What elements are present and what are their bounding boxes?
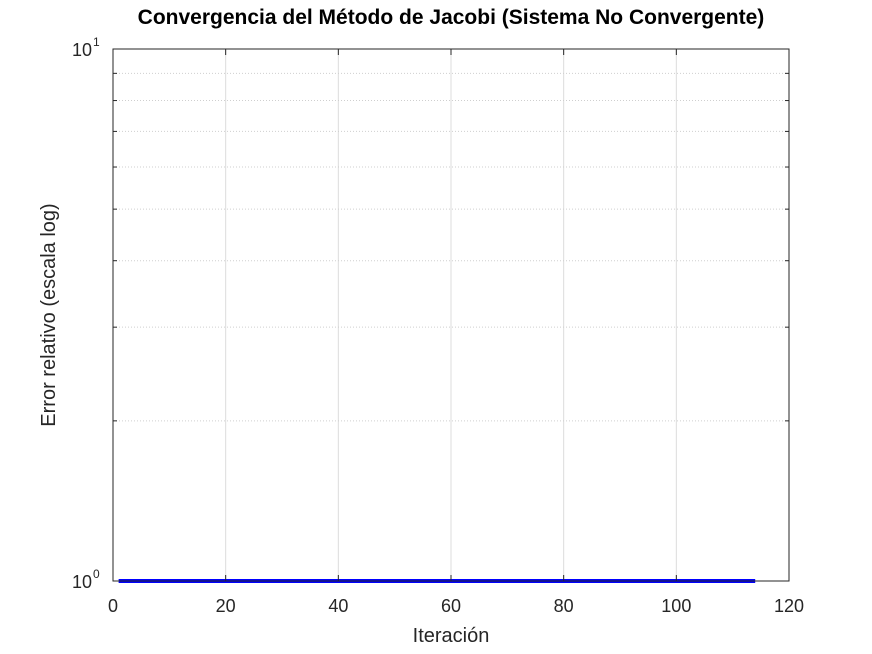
x-axis-label: Iteración [413, 625, 490, 647]
chart-title: Convergencia del Método de Jacobi (Siste… [138, 6, 765, 29]
y-tick-label: 10 [72, 572, 92, 592]
x-tick-label: 100 [661, 596, 691, 616]
grid [113, 49, 789, 581]
x-tick-label: 0 [108, 596, 118, 616]
y-axis-label: Error relativo (escala log) [38, 203, 60, 426]
y-tick-label-exponent: 0 [93, 567, 100, 581]
x-tick-label: 60 [441, 596, 461, 616]
y-tick-label: 10 [72, 40, 92, 60]
x-tick-label: 120 [774, 596, 804, 616]
y-tick-label-exponent: 1 [93, 35, 100, 49]
ticks [112, 48, 790, 582]
x-tick-label: 20 [216, 596, 236, 616]
x-tick-label: 80 [554, 596, 574, 616]
x-tick-label: 40 [328, 596, 348, 616]
